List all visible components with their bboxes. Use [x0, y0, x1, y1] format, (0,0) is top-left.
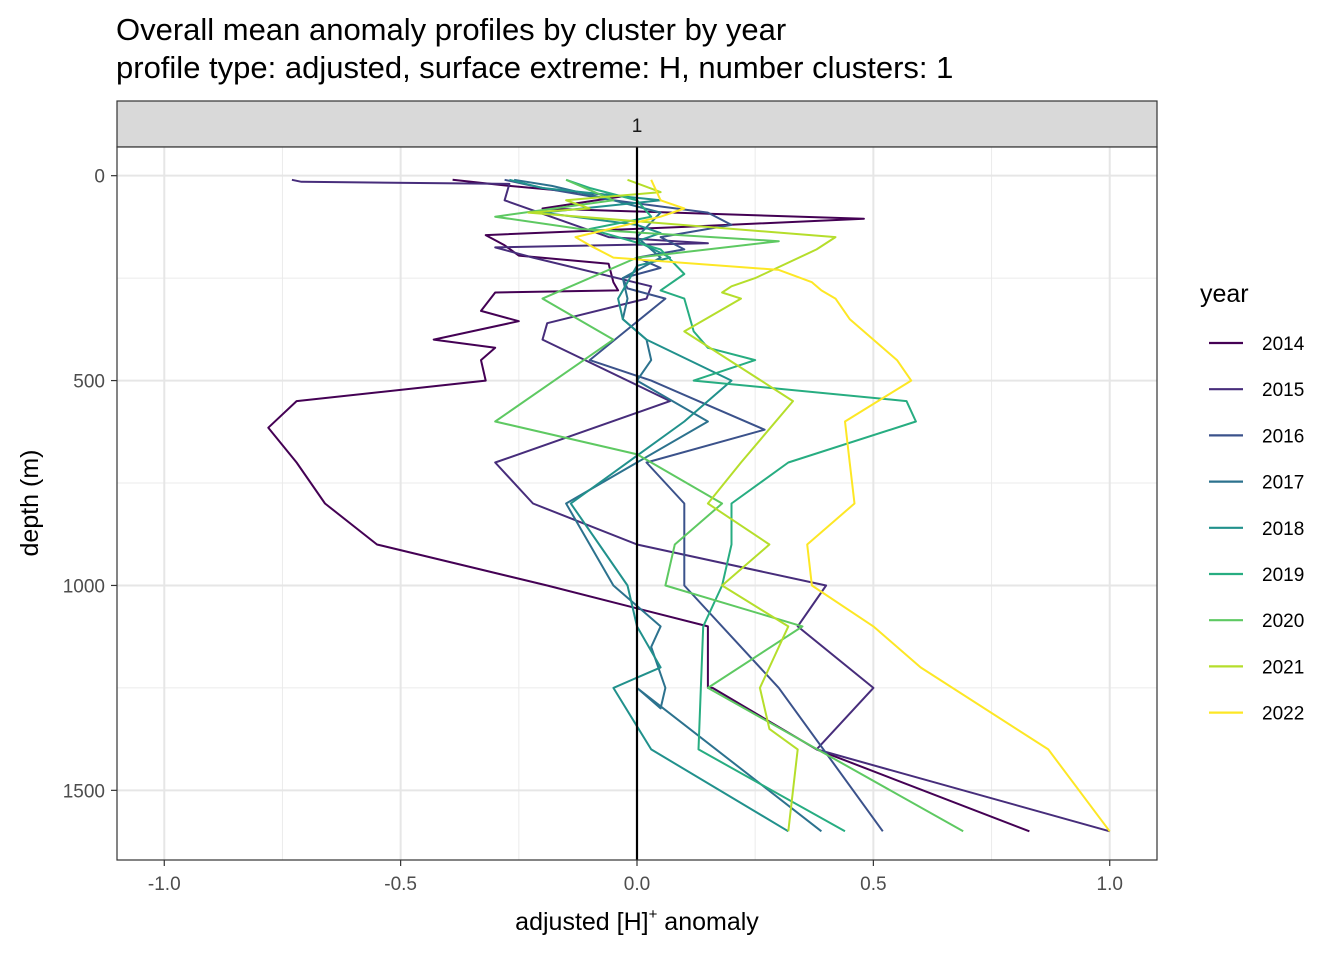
legend-label-2021: 2021 [1262, 657, 1304, 678]
y-axis-title: depth (m) [16, 450, 44, 557]
y-tick-label: 1000 [63, 576, 105, 597]
legend-label-2015: 2015 [1262, 380, 1304, 401]
x-axis: -1.0 -0.5 0.0 0.5 1.0 [148, 860, 1123, 895]
y-axis: 0 500 1000 1500 [63, 167, 117, 802]
x-tick-label: 0.0 [624, 874, 650, 895]
chart-title: Overall mean anomaly profiles by cluster… [116, 12, 786, 47]
x-axis-title: adjusted [H]+ anomaly [515, 906, 759, 936]
y-tick-label: 1500 [63, 781, 105, 802]
x-tick-label: 0.5 [860, 874, 886, 895]
chart-subtitle: profile type: adjusted, surface extreme:… [116, 50, 953, 85]
y-tick-label: 500 [73, 372, 105, 393]
x-axis-title-superscript: + [649, 906, 658, 923]
y-tick-label: 0 [94, 167, 105, 188]
facet-strip-label: 1 [632, 116, 643, 137]
series-line-2020 [494, 178, 964, 833]
legend-label-2016: 2016 [1262, 426, 1304, 447]
legend-items: 2014 2015 2016 2017 2018 2019 2020 2021 2022 [1209, 334, 1305, 725]
series-lines [267, 178, 1111, 833]
series-line-2014 [267, 178, 1030, 833]
x-axis-title-main: adjusted [H] [515, 908, 648, 936]
legend-title: year [1200, 280, 1249, 308]
legend-label-2018: 2018 [1262, 519, 1304, 540]
legend-label-2014: 2014 [1262, 334, 1305, 355]
x-axis-title-suffix: anomaly [657, 908, 759, 936]
legend-label-2022: 2022 [1262, 704, 1304, 725]
legend-label-2019: 2019 [1262, 565, 1304, 586]
series-line-2016 [504, 178, 884, 832]
series-line-2019 [565, 178, 917, 833]
legend: year 2014 2015 2016 2017 2018 2019 2020 2021 202… [1200, 280, 1305, 725]
x-tick-label: 1.0 [1097, 874, 1123, 895]
plot-panel [116, 146, 1158, 861]
legend-label-2020: 2020 [1262, 611, 1304, 632]
series-line-2022 [574, 179, 1111, 832]
legend-label-2017: 2017 [1262, 473, 1304, 494]
x-tick-label: -0.5 [384, 874, 417, 895]
series-line-2018 [509, 178, 789, 833]
series-line-2017 [513, 178, 823, 833]
facet-strip [116, 100, 1158, 148]
x-tick-label: -1.0 [148, 874, 181, 895]
series-line-2021 [527, 178, 837, 832]
